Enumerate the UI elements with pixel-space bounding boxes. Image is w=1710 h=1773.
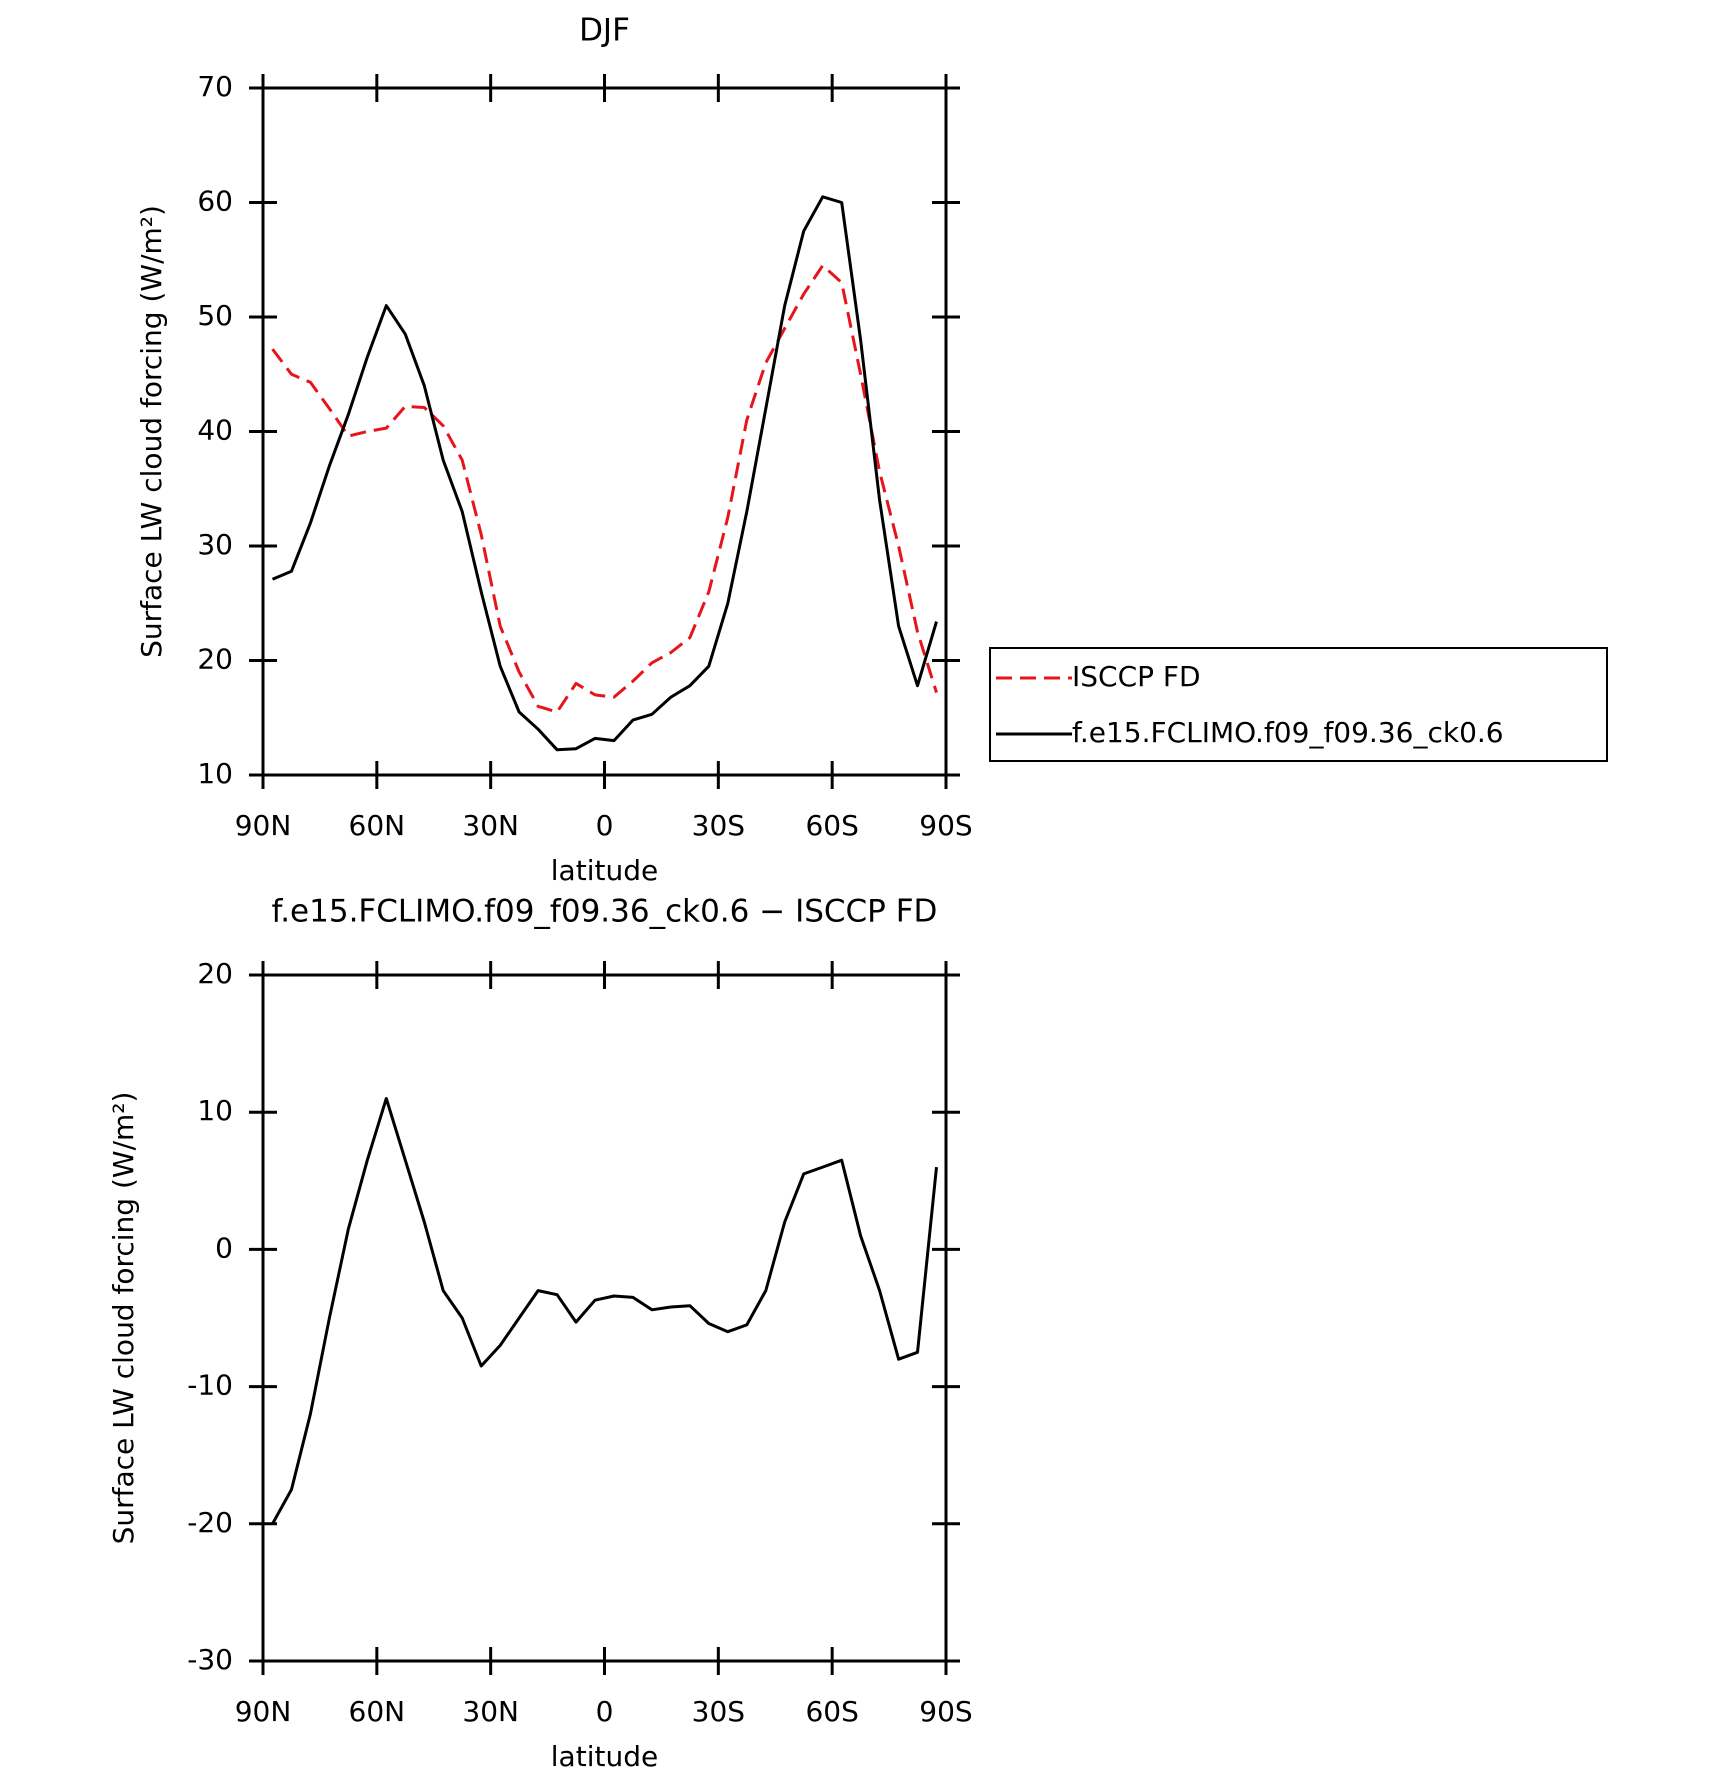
y-tick-label: 20 bbox=[197, 643, 233, 676]
x-tick-label: 60S bbox=[805, 1695, 858, 1728]
x-axis-label: latitude bbox=[551, 1740, 658, 1773]
x-tick-label: 60N bbox=[349, 1695, 406, 1728]
x-tick-label: 30N bbox=[462, 1695, 519, 1728]
data-line bbox=[271, 1097, 938, 1525]
y-tick-label: 30 bbox=[197, 528, 233, 561]
data-line bbox=[271, 264, 938, 714]
x-tick-label: 60N bbox=[349, 809, 406, 842]
chart-title: f.e15.FCLIMO.f09_f09.36_ck0.6 − ISCCP FD bbox=[272, 894, 938, 930]
x-tick-label: 30S bbox=[692, 1695, 745, 1728]
x-tick-label: 90N bbox=[235, 809, 292, 842]
y-tick-label: -20 bbox=[187, 1506, 233, 1539]
x-tick-label: 30N bbox=[462, 809, 519, 842]
y-tick-label: 0 bbox=[215, 1231, 233, 1264]
chart-title: DJF bbox=[579, 13, 630, 49]
x-tick-label: 30S bbox=[692, 809, 745, 842]
x-tick-label: 0 bbox=[596, 809, 614, 842]
y-tick-label: 70 bbox=[197, 70, 233, 103]
y-axis-label: Surface LW cloud forcing (W/m²) bbox=[107, 1092, 140, 1545]
y-tick-label: 50 bbox=[197, 299, 233, 332]
x-tick-label: 60S bbox=[805, 809, 858, 842]
legend-label: ISCCP FD bbox=[1072, 660, 1201, 693]
y-tick-label: 10 bbox=[197, 1094, 233, 1127]
x-tick-label: 90S bbox=[919, 1695, 972, 1728]
x-axis-label: latitude bbox=[551, 854, 658, 887]
y-tick-label: -30 bbox=[187, 1643, 233, 1676]
legend-label: f.e15.FCLIMO.f09_f09.36_ck0.6 bbox=[1072, 716, 1504, 749]
x-tick-label: 0 bbox=[596, 1695, 614, 1728]
y-tick-label: -10 bbox=[187, 1369, 233, 1402]
y-axis-label: Surface LW cloud forcing (W/m²) bbox=[135, 205, 168, 658]
legend-box bbox=[989, 647, 1608, 762]
y-tick-label: 20 bbox=[197, 957, 233, 990]
y-tick-label: 10 bbox=[197, 757, 233, 790]
x-tick-label: 90N bbox=[235, 1695, 292, 1728]
data-line bbox=[271, 195, 938, 752]
y-tick-label: 60 bbox=[197, 185, 233, 218]
plot-frame bbox=[261, 973, 948, 1663]
y-tick-label: 40 bbox=[197, 414, 233, 447]
x-tick-label: 90S bbox=[919, 809, 972, 842]
